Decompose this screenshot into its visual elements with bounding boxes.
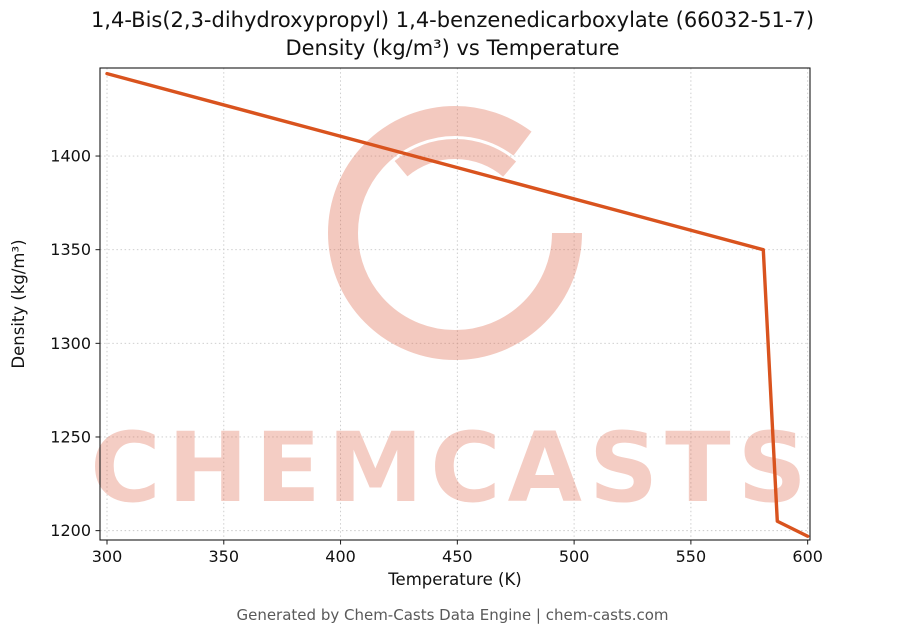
chart-title-line2: Density (kg/m³) vs Temperature [285, 36, 620, 60]
plot-border [99, 67, 811, 541]
density-line [105, 71, 810, 538]
x-tick-label: 600 [792, 547, 823, 566]
chemcasts-logo-icon [328, 106, 582, 360]
y-tick-label: 1200 [50, 521, 91, 540]
y-tick-label: 1250 [50, 427, 91, 446]
chart-title-line1: 1,4-Bis(2,3-dihydroxypropyl) 1,4-benzene… [90, 8, 815, 32]
x-tick-label: 350 [209, 547, 240, 566]
footer-credit: Generated by Chem-Casts Data Engine | ch… [236, 606, 669, 624]
x-tick-label: 500 [559, 547, 590, 566]
x-tick-label: 400 [325, 547, 356, 566]
tick-labels: 300 350 400 450 500 550 600 1200 1250 1300 1350 140… [50, 147, 823, 566]
chemcasts-watermark: CHEMCASTS [90, 106, 813, 524]
y-tick-label: 1350 [50, 240, 91, 259]
watermark-text: CHEMCASTS [90, 412, 813, 524]
y-axis-label: Density (kg/m³) [9, 239, 28, 368]
y-tick-label: 1300 [50, 334, 91, 353]
x-axis-label: Temperature (K) [387, 570, 521, 589]
y-tick-label: 1400 [50, 147, 91, 166]
gridlines [100, 68, 810, 540]
x-tick-label: 300 [92, 547, 123, 566]
x-tick-label: 550 [676, 547, 707, 566]
x-tick-label: 450 [442, 547, 473, 566]
